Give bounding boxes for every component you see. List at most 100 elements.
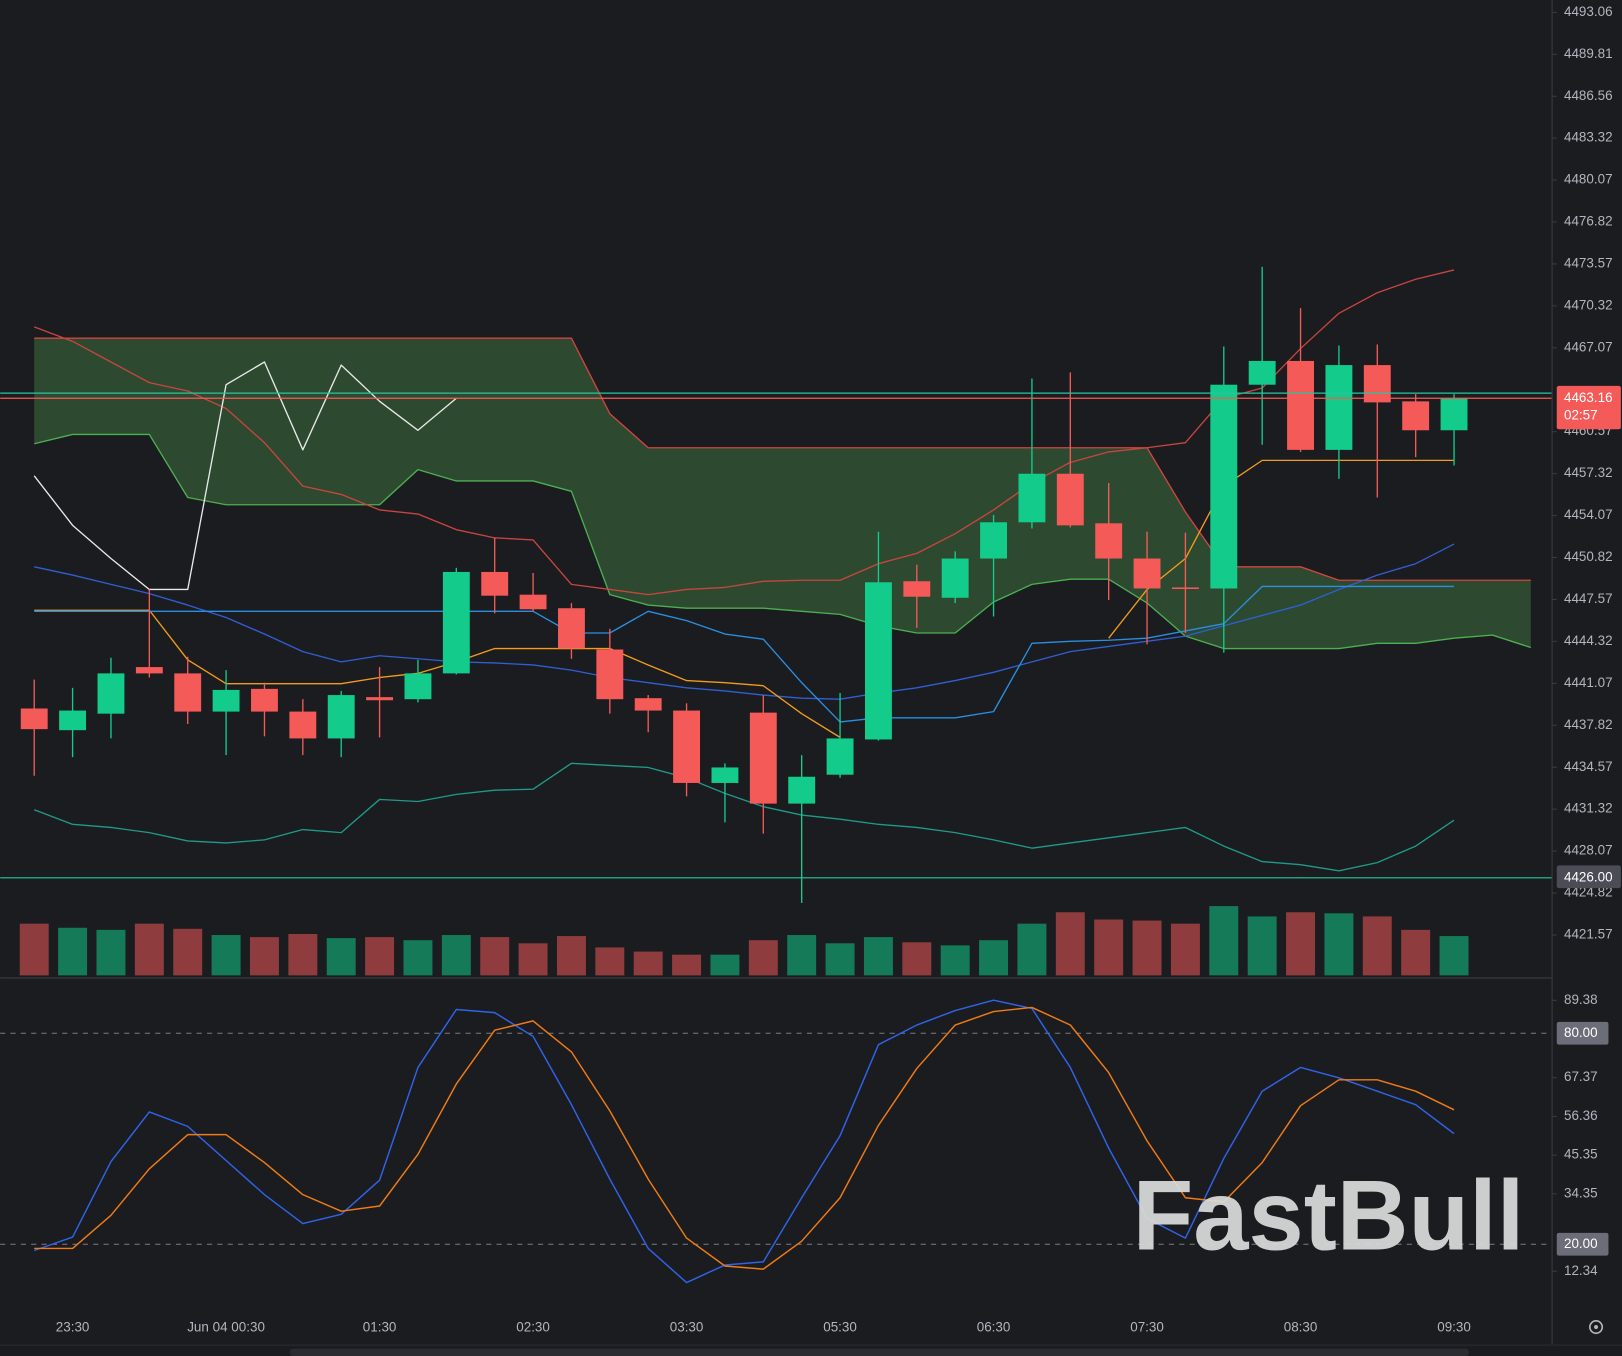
candle-body [1210,384,1238,589]
volume-bar [1209,906,1239,976]
countdown-label: 02:57 [1564,407,1598,422]
x-tick-label: 06:30 [977,1320,1011,1335]
volume-bar [1170,923,1200,976]
volume-bar [365,937,395,976]
y-tick-label: 4421.57 [1564,927,1613,942]
price-label-box [1556,385,1621,430]
candle-body [404,673,432,700]
volume-bar [633,951,663,976]
volume-bar [58,927,88,976]
volume-bar [518,943,548,976]
candle-body [1287,360,1314,450]
candle-body [1133,558,1161,589]
candle-body [1402,401,1430,431]
volume-bar [556,936,586,976]
price-label: 4463.16 [1564,390,1613,405]
y-tick-label: 4480.07 [1564,172,1613,187]
y-tick-label: 4450.82 [1564,549,1613,564]
y-tick-label: 4431.32 [1564,801,1613,816]
volume-bar [1247,916,1277,976]
volume-bar [595,947,625,976]
volume-bar [403,940,433,976]
volume-bar [1286,912,1316,976]
candle-body [1171,587,1199,589]
axes: 4493.06 4489.81 4486.56 4483.32 4480.07 4476.… [56,4,1621,1335]
y-tick-label: 4428.07 [1564,843,1613,858]
y-tick-label: 4437.82 [1564,717,1613,732]
candle-body [673,710,701,783]
candle-body [1363,365,1391,403]
volume-bar [249,937,279,976]
x-tick-label: 08:30 [1284,1320,1318,1335]
y-tick-label: 4483.32 [1564,130,1613,145]
candle-body [980,522,1008,559]
x-tick-label: 09:30 [1437,1320,1471,1335]
y-tick-label: 4457.32 [1564,465,1613,480]
candle-body [481,571,509,596]
y-tick-label: 4447.57 [1564,591,1613,606]
candle-body [59,710,87,731]
settings-icon[interactable] [1589,1320,1604,1335]
indicator-line [34,459,1455,738]
volume-bar [96,929,126,976]
x-tick-label: 05:30 [823,1320,857,1335]
watermark: FastBull [1133,1160,1525,1271]
level-label-box [1556,1021,1609,1045]
candle-body [864,582,892,740]
x-tick-label: 23:30 [56,1320,90,1335]
volume-bar [825,943,855,976]
candle-body [1248,360,1276,385]
candle-body [711,767,739,783]
y-tick-label: 12.34 [1564,1263,1598,1278]
candle-body [558,608,585,649]
candle-body [941,558,969,598]
indicator-line [34,585,1455,723]
candle-body [1056,473,1084,526]
candle-body [442,571,470,674]
volume-bar [710,954,740,976]
y-tick-label: 4470.32 [1564,297,1613,312]
volume-bar [1324,913,1354,976]
candle-body [366,697,394,701]
candle-body [519,594,547,610]
price-label-box [1556,865,1621,889]
y-tick-label: 4489.81 [1564,46,1613,61]
y-tick-label: 4441.07 [1564,675,1613,690]
y-tick-label: 4424.82 [1564,885,1613,900]
volume-bar [1439,936,1469,976]
volume-bar [134,923,164,976]
x-tick-label: Jun 04 00:30 [187,1320,265,1335]
y-tick-label: 4486.56 [1564,88,1613,103]
volume-bar [672,954,702,976]
y-tick-label: 4454.07 [1564,507,1613,522]
y-tick-label: 34.35 [1564,1185,1598,1200]
x-tick-label: 01:30 [363,1320,397,1335]
volume-bar [19,923,49,976]
scrollbar[interactable] [289,1348,1469,1356]
volume-bar [211,935,241,976]
volume-bar [787,935,817,976]
volume-bar [480,937,510,976]
candle-body [327,695,355,739]
x-tick-label: 02:30 [516,1320,550,1335]
settings-gear[interactable] [1589,1320,1604,1335]
settings-gear-center [1593,1324,1599,1330]
indicator-line [33,999,1455,1284]
indicator-line [33,361,457,591]
candle-body [634,698,662,711]
main-pane [0,266,1552,976]
candle-body [596,649,624,700]
candle-body [97,673,125,714]
volume-bar [288,933,318,976]
x-tick-label: 07:30 [1130,1320,1164,1335]
candle-body [788,776,816,804]
volume-bar [1094,919,1124,976]
candle-body [749,712,777,804]
volume-bar [441,935,471,976]
volume-bar [173,928,203,976]
volume-bar [1132,920,1162,976]
y-tick-label: 4467.07 [1564,339,1613,354]
